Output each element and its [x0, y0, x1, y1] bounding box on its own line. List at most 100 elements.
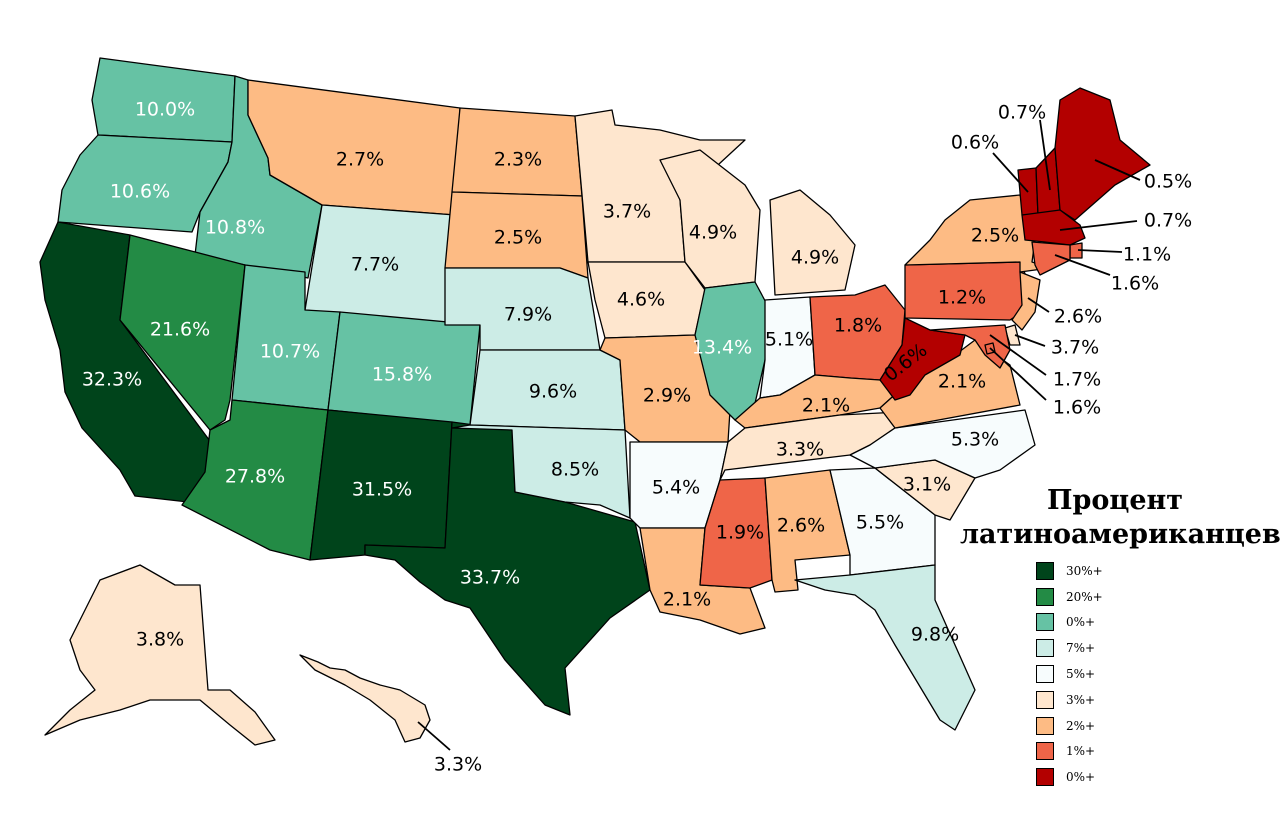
state-wv	[879, 317, 966, 401]
state-ak	[44, 564, 276, 746]
state-label-mo: 2.9%	[643, 385, 691, 407]
legend-label: 1%+	[1066, 744, 1096, 759]
state-label-ak: 3.8%	[136, 629, 184, 651]
legend-items: 30%+ 20%+ 0%+ 7%+ 5%+ 3%+ 2%+ 1%+ 0%+	[1036, 558, 1270, 790]
leader-line-me	[1094, 159, 1141, 181]
state-fl	[794, 564, 976, 731]
legend-item: 3%+	[1036, 687, 1270, 713]
state-label-oh: 1.8%	[834, 315, 882, 337]
state-label-az: 27.8%	[225, 466, 285, 488]
state-label-md: 1.7%	[1053, 369, 1101, 391]
state-nc	[849, 409, 1036, 479]
state-label-or: 10.6%	[110, 181, 170, 203]
state-ma	[1021, 209, 1086, 246]
state-label-ny: 2.5%	[971, 225, 1019, 247]
legend-swatch	[1036, 716, 1054, 735]
legend-swatch	[1036, 742, 1054, 761]
state-label-ne: 7.9%	[504, 304, 552, 326]
state-label-nh: 0.7%	[998, 102, 1046, 124]
legend-item: 7%+	[1036, 635, 1270, 661]
state-ca	[39, 221, 231, 503]
legend-title: Процент латиноамериканцев	[960, 484, 1280, 552]
state-label-wy: 7.7%	[351, 254, 399, 276]
legend-label: 30%+	[1066, 563, 1103, 578]
state-label-hi: 3.3%	[434, 754, 482, 776]
legend-label: 0%+	[1066, 615, 1096, 630]
legend-label: 0%+	[1066, 770, 1096, 785]
state-label-va: 2.1%	[938, 371, 986, 393]
state-label-nv: 21.6%	[150, 319, 210, 341]
legend-item: 0%+	[1036, 764, 1270, 790]
legend-item: 2%+	[1036, 713, 1270, 739]
legend-label: 3%+	[1066, 692, 1096, 707]
legend-item: 5%+	[1036, 661, 1270, 687]
state-label-la: 2.1%	[663, 589, 711, 611]
state-label-co: 15.8%	[372, 364, 432, 386]
legend-swatch	[1036, 768, 1054, 787]
state-label-tx: 33.7%	[460, 567, 520, 589]
state-label-vt: 0.6%	[951, 132, 999, 154]
legend-swatch	[1036, 587, 1054, 606]
state-label-il: 13.4%	[692, 337, 752, 359]
state-label-al: 2.6%	[777, 515, 825, 537]
leader-line-dc	[989, 347, 1047, 401]
state-label-id: 10.8%	[205, 217, 265, 239]
legend-label: 5%+	[1066, 667, 1096, 682]
legend-label: 7%+	[1066, 641, 1096, 656]
state-label-in: 5.1%	[765, 329, 813, 351]
legend-title-line1: Процент	[1046, 485, 1183, 516]
state-label-nc: 5.3%	[951, 429, 999, 451]
state-nj	[1011, 271, 1041, 331]
legend: Процент латиноамериканцев 30%+ 20%+ 0%+ 7%+…	[960, 484, 1280, 790]
legend-label: 20%+	[1066, 589, 1103, 604]
legend-swatch	[1036, 613, 1054, 632]
state-label-wi: 4.9%	[689, 222, 737, 244]
leader-line-ct	[1054, 254, 1111, 276]
state-hi	[299, 654, 431, 743]
state-label-me: 0.5%	[1144, 171, 1192, 193]
state-label-nd: 2.3%	[494, 149, 542, 171]
state-label-ut: 10.7%	[260, 341, 320, 363]
state-label-mn: 3.7%	[603, 201, 651, 223]
state-label-ks: 9.6%	[529, 381, 577, 403]
state-label-mt: 2.7%	[336, 149, 384, 171]
state-label-sd: 2.5%	[494, 227, 542, 249]
state-ok	[451, 424, 631, 519]
state-label-de: 3.7%	[1051, 337, 1099, 359]
state-mi	[769, 189, 856, 296]
state-label-ia: 4.6%	[617, 289, 665, 311]
legend-label: 2%+	[1066, 718, 1096, 733]
state-label-nm: 31.5%	[352, 479, 412, 501]
state-label-pa: 1.2%	[938, 287, 986, 309]
state-label-ct: 1.6%	[1111, 273, 1159, 295]
state-label-tn: 3.3%	[776, 439, 824, 461]
legend-swatch	[1036, 690, 1054, 709]
state-label-ar: 5.4%	[652, 477, 700, 499]
state-label-dc: 1.6%	[1053, 397, 1101, 419]
leader-line-nh	[1039, 119, 1051, 191]
leader-line-hi	[417, 721, 451, 751]
legend-title-line2: латиноамериканцев	[960, 519, 1280, 550]
leader-line-md	[989, 334, 1047, 376]
leader-line-nj	[1027, 297, 1050, 313]
legend-item: 30%+	[1036, 558, 1270, 584]
leader-line-de	[1014, 334, 1046, 347]
leader-line-vt	[992, 152, 1029, 193]
state-label-ma: 0.7%	[1144, 210, 1192, 232]
state-label-ok: 8.5%	[551, 459, 599, 481]
state-ct	[1031, 241, 1071, 276]
state-label-fl: 9.8%	[911, 624, 959, 646]
state-label-nj: 2.6%	[1054, 306, 1102, 328]
state-me	[1054, 87, 1151, 221]
state-label-ms: 1.9%	[716, 522, 764, 544]
legend-item: 1%+	[1036, 739, 1270, 765]
legend-swatch	[1036, 639, 1054, 658]
state-label-ky: 2.1%	[802, 395, 850, 417]
state-label-wa: 10.0%	[135, 99, 195, 121]
state-label-ga: 5.5%	[856, 512, 904, 534]
leader-line-ri	[1077, 249, 1123, 253]
state-label-ri: 1.1%	[1123, 244, 1171, 266]
legend-swatch	[1036, 561, 1054, 580]
legend-item: 20%+	[1036, 584, 1270, 610]
